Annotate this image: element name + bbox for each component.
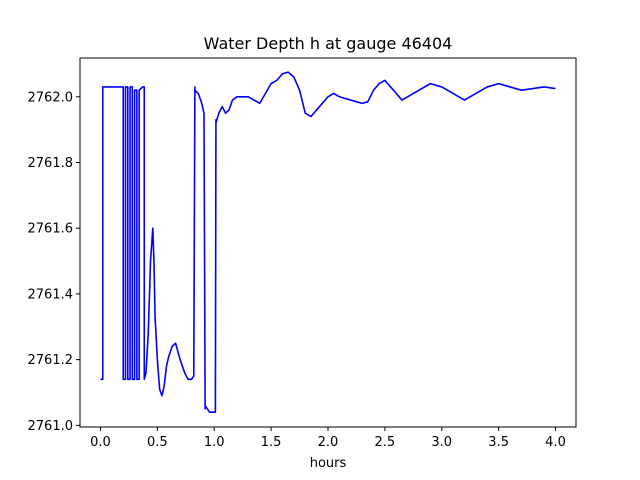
x-axis: 0.0 0.5 1.0 1.5 2.0 2.5 3.0 3.5 4.0 bbox=[90, 427, 566, 450]
y-tick-label: 2761.6 bbox=[28, 222, 74, 237]
x-tick-label: 4.0 bbox=[545, 435, 566, 450]
y-tick-label: 2761.4 bbox=[28, 287, 74, 302]
x-tick-label: 2.5 bbox=[375, 435, 396, 450]
chart-title: Water Depth h at gauge 46404 bbox=[204, 34, 453, 53]
y-tick-label: 2762.0 bbox=[28, 90, 74, 105]
series-line-0 bbox=[100, 71, 556, 414]
y-tick-label: 2761.0 bbox=[28, 419, 74, 434]
x-tick-label: 0.0 bbox=[90, 435, 111, 450]
x-tick-label: 1.5 bbox=[261, 435, 282, 450]
x-tick-label: 3.0 bbox=[431, 435, 452, 450]
x-tick-label: 2.0 bbox=[318, 435, 339, 450]
x-tick-label: 0.5 bbox=[147, 435, 168, 450]
x-tick-label: 1.0 bbox=[204, 435, 225, 450]
x-tick-label: 3.5 bbox=[488, 435, 509, 450]
y-axis: 2761.0 2761.2 2761.4 2761.6 2761.8 2762.0 bbox=[28, 90, 80, 434]
x-axis-label: hours bbox=[310, 456, 347, 471]
y-tick-label: 2761.2 bbox=[28, 353, 74, 368]
y-tick-label: 2761.8 bbox=[28, 156, 74, 171]
